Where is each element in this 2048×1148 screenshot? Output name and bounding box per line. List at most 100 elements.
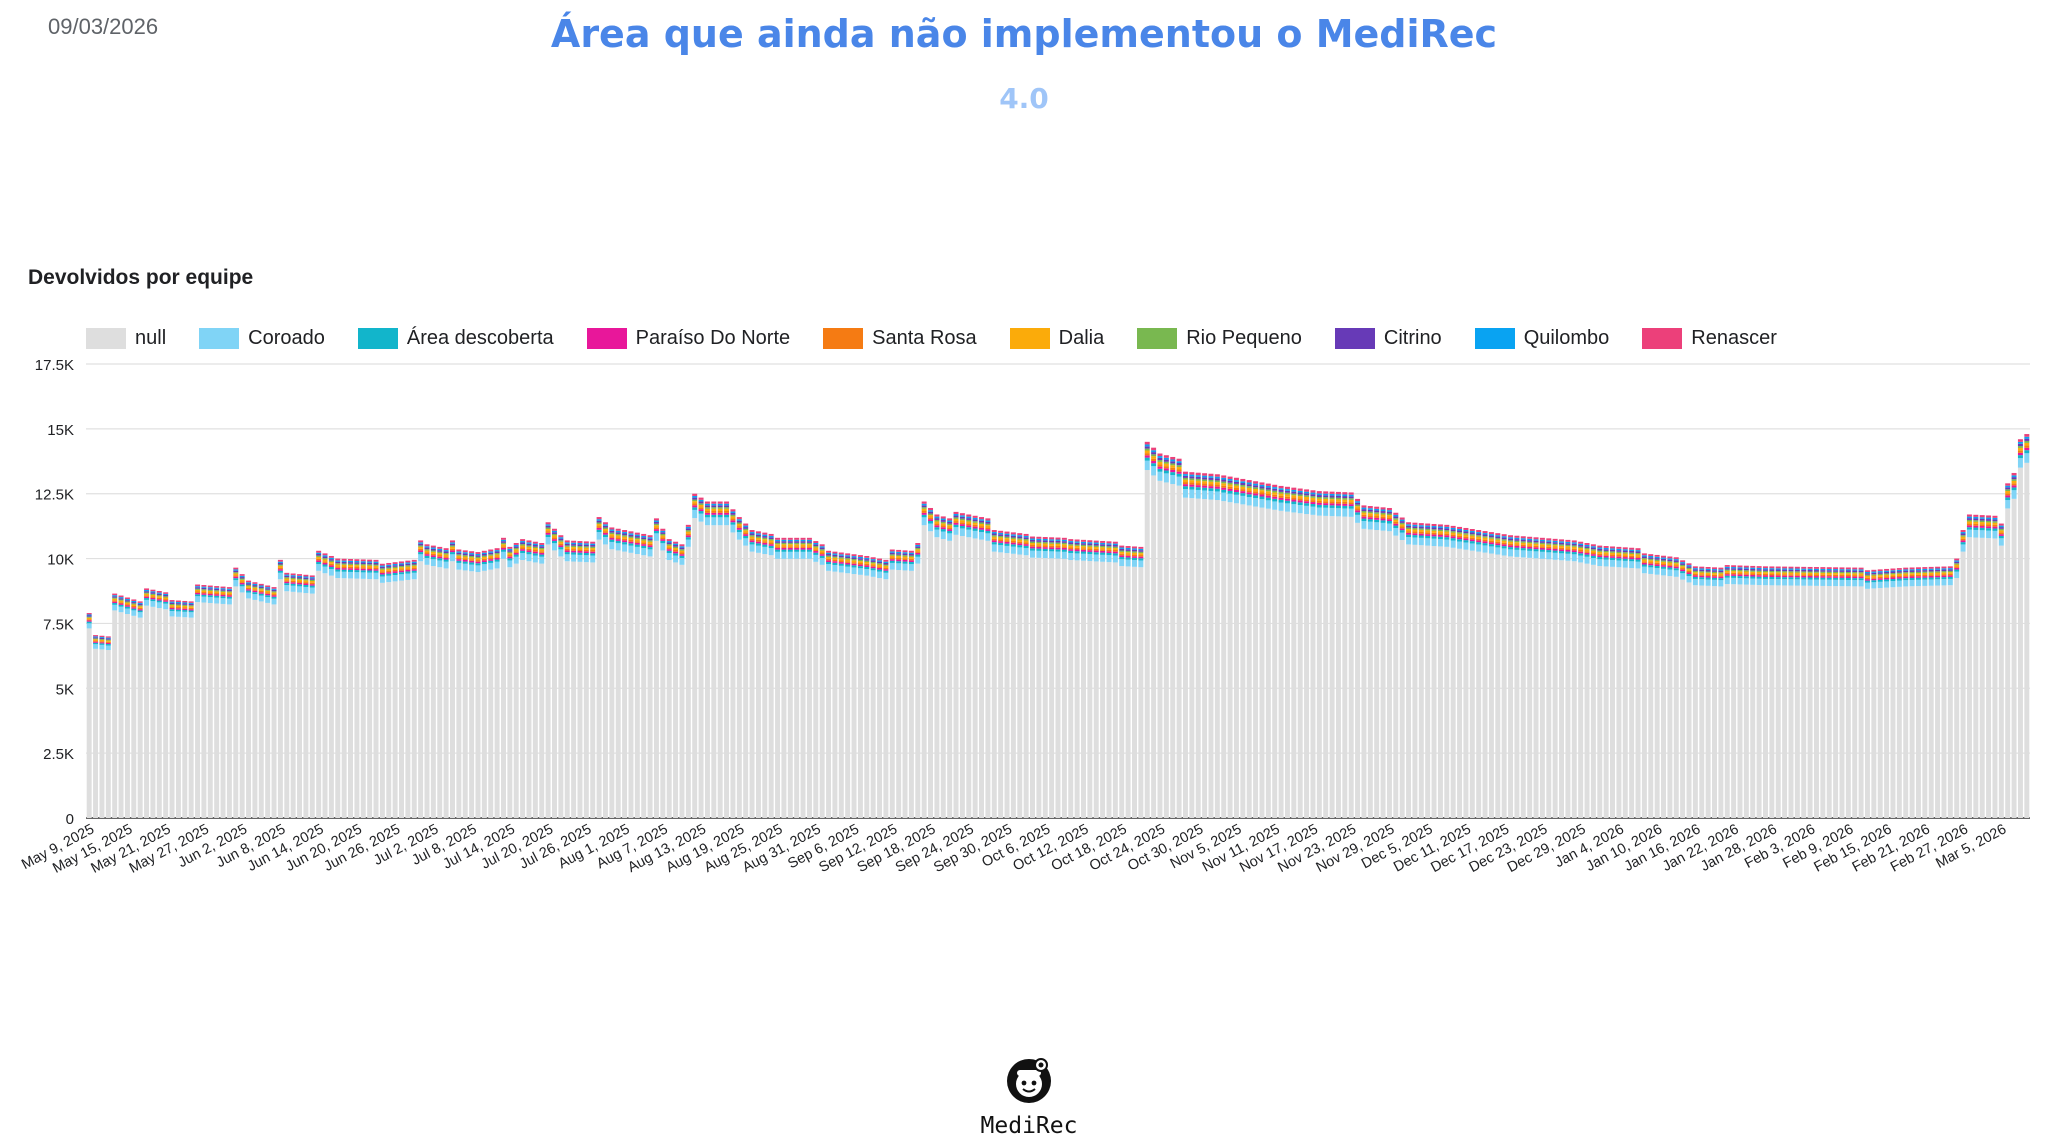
bar-segment [596, 520, 602, 523]
bar-segment [214, 594, 220, 596]
bar-segment [717, 517, 723, 526]
bar-segment [1705, 570, 1711, 572]
bar-segment [1182, 488, 1188, 498]
bar-segment [1731, 567, 1737, 569]
bar-segment [1756, 575, 1762, 577]
bar-segment [959, 516, 965, 519]
bar-segment [1954, 561, 1960, 564]
legend-item[interactable]: Santa Rosa [823, 327, 977, 350]
bar-segment [934, 518, 940, 520]
bar-segment [99, 637, 105, 638]
legend-item[interactable]: Renascer [1642, 327, 1777, 350]
bar-segment [1852, 570, 1858, 573]
bar-segment [1552, 538, 1558, 541]
bar-segment [501, 549, 506, 552]
bar-segment [1233, 481, 1239, 484]
bar-segment [1412, 522, 1418, 525]
bar-segment [1042, 548, 1048, 552]
bar-segment [1680, 571, 1686, 574]
bar-segment [724, 505, 730, 508]
bar-segment [1960, 544, 1966, 552]
bar-segment [908, 556, 914, 559]
bar-segment [1329, 495, 1335, 498]
bar-segment [1724, 574, 1730, 576]
bar-segment [571, 545, 577, 548]
legend-item[interactable]: Quilombo [1474, 327, 1609, 350]
bar-segment [277, 570, 283, 573]
bar-segment [1992, 528, 1998, 531]
bar-segment [1756, 585, 1762, 818]
bar-segment [832, 561, 838, 563]
bar-segment [1629, 553, 1635, 556]
bar-segment [507, 551, 513, 554]
bar-segment [105, 640, 111, 642]
bar-segment [641, 533, 647, 536]
bar-segment [717, 505, 723, 508]
legend-item[interactable]: Rio Pequeno [1137, 327, 1302, 350]
bar-segment [348, 568, 353, 570]
bar-segment [768, 540, 774, 543]
bar-segment [1514, 537, 1520, 540]
bar-segment [1597, 547, 1603, 549]
legend-item[interactable]: Área descoberta [357, 327, 554, 350]
bar-segment [1839, 577, 1845, 580]
bar-segment [348, 559, 353, 561]
bar-segment [972, 522, 978, 525]
bar-segment [1036, 538, 1042, 541]
bar-segment [112, 596, 118, 598]
bar-segment [214, 591, 220, 594]
legend-item[interactable]: Paraíso Do Norte [586, 327, 790, 350]
legend-item[interactable]: Coroado [199, 327, 325, 350]
bar-segment [131, 602, 137, 604]
bar-segment [1692, 575, 1698, 577]
bar-segment [1195, 487, 1201, 490]
bar-segment [137, 603, 143, 606]
bar-segment [392, 562, 398, 564]
bar-segment [1329, 501, 1335, 504]
bar-segment [1890, 574, 1896, 576]
bar-segment [1680, 564, 1686, 567]
bar-segment [1794, 571, 1800, 573]
bar-segment [1877, 575, 1883, 577]
bar-segment [1418, 531, 1424, 534]
bar-segment [450, 542, 455, 544]
bar-segment [1565, 548, 1571, 550]
bar-segment [86, 616, 92, 618]
legend-item[interactable]: Citrino [1334, 327, 1442, 350]
bar-segment [1966, 518, 1972, 520]
bar-segment [1539, 558, 1545, 818]
bar-segment [1144, 444, 1150, 447]
bar-segment [188, 605, 194, 607]
bar-segment [1635, 559, 1641, 562]
bar-segment [1788, 569, 1794, 572]
bar-segment [1622, 555, 1628, 558]
bar-segment [743, 535, 749, 539]
bar-segment [1884, 570, 1890, 572]
legend-item[interactable]: Dalia [1009, 327, 1104, 350]
bar-segment [1374, 517, 1380, 520]
bar-segment [265, 590, 271, 593]
bar-segment [1508, 535, 1514, 538]
bar-segment [819, 555, 825, 558]
report-date: 09/03/2026 [48, 14, 159, 39]
bar-segment [1712, 574, 1717, 577]
bar-segment [513, 546, 519, 548]
bar-segment [532, 562, 538, 818]
bar-segment [322, 564, 328, 567]
bar-segment [1061, 551, 1067, 559]
bar-segment [1278, 502, 1284, 511]
bar-segment [1361, 528, 1367, 818]
legend-item[interactable]: null [86, 327, 166, 350]
bar-segment [201, 589, 207, 591]
bar-segment [1163, 461, 1169, 464]
bar-segment [794, 537, 800, 540]
bar-segment [124, 604, 130, 606]
bar-segment [418, 545, 424, 547]
bar-segment [124, 601, 130, 603]
bar-segment [628, 541, 634, 544]
bar-segment [959, 515, 965, 517]
bar-segment [1871, 580, 1877, 583]
bar-segment [532, 555, 538, 563]
bar-segment [1896, 580, 1902, 587]
bar-segment [622, 536, 628, 539]
